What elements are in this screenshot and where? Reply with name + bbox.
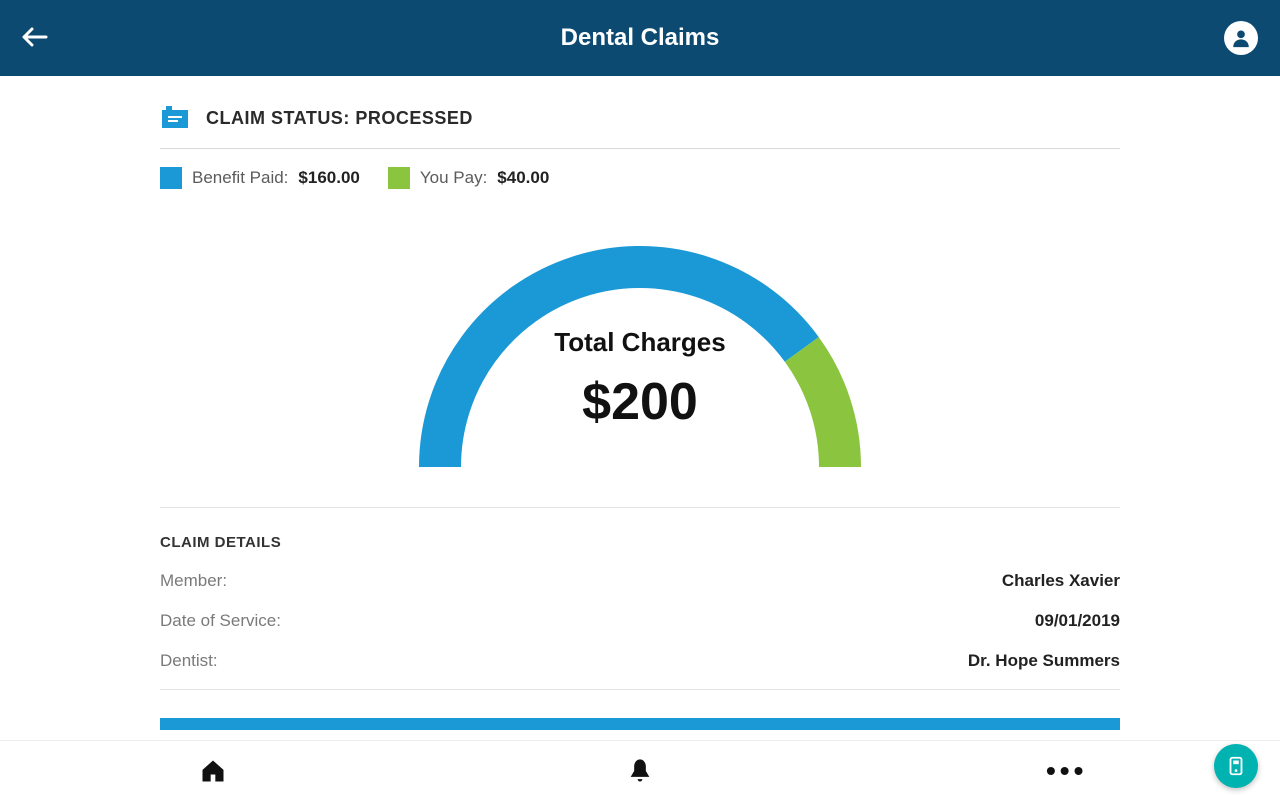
claim-details-title: CLAIM DETAILS — [160, 508, 1120, 561]
legend-youpay-label: You Pay: — [420, 168, 487, 188]
detail-value: 09/01/2019 — [1035, 611, 1120, 631]
accent-bar — [160, 718, 1120, 730]
legend-swatch-benefit — [160, 167, 182, 189]
claim-details-block: Member: Charles Xavier Date of Service: 09/… — [160, 561, 1120, 690]
legend-you-pay: You Pay: $40.00 — [388, 167, 549, 189]
card-icon — [1225, 755, 1247, 777]
detail-value: Charles Xavier — [1002, 571, 1120, 591]
claim-status-row: CLAIM STATUS: PROCESSED — [160, 104, 1120, 149]
detail-row: Date of Service: 09/01/2019 — [160, 601, 1120, 641]
legend-swatch-youpay — [388, 167, 410, 189]
gauge-label: Total Charges — [410, 327, 870, 358]
person-icon — [1230, 27, 1252, 49]
page-title: Dental Claims — [561, 24, 720, 52]
legend-benefit-paid: Benefit Paid: $160.00 — [160, 167, 360, 189]
detail-label: Dentist: — [160, 651, 218, 671]
bottom-nav: ••• — [0, 740, 1280, 800]
total-charges-gauge: Total Charges $200 — [410, 217, 870, 477]
total-charges-gauge-section: Total Charges $200 — [160, 217, 1120, 508]
main-content: CLAIM STATUS: PROCESSED Benefit Paid: $1… — [0, 76, 1280, 730]
gauge-center-text: Total Charges $200 — [410, 327, 870, 432]
nav-notifications[interactable] — [427, 757, 854, 785]
claim-status-icon — [160, 104, 192, 132]
more-icon: ••• — [1046, 755, 1087, 787]
legend-row: Benefit Paid: $160.00 You Pay: $40.00 — [160, 149, 1120, 217]
legend-benefit-value: $160.00 — [298, 168, 359, 188]
home-icon — [199, 757, 227, 785]
bell-icon — [626, 757, 654, 785]
detail-label: Date of Service: — [160, 611, 281, 631]
detail-value: Dr. Hope Summers — [968, 651, 1120, 671]
detail-row: Dentist: Dr. Hope Summers — [160, 641, 1120, 681]
profile-button[interactable] — [1224, 21, 1258, 55]
back-button[interactable] — [20, 23, 48, 54]
legend-benefit-label: Benefit Paid: — [192, 168, 288, 188]
detail-row: Member: Charles Xavier — [160, 561, 1120, 601]
detail-label: Member: — [160, 571, 227, 591]
fab-button[interactable] — [1214, 744, 1258, 788]
nav-home[interactable] — [0, 757, 427, 785]
claim-status-text: CLAIM STATUS: PROCESSED — [206, 108, 473, 129]
legend-youpay-value: $40.00 — [497, 168, 549, 188]
app-header: Dental Claims — [0, 0, 1280, 76]
gauge-amount: $200 — [410, 372, 870, 432]
